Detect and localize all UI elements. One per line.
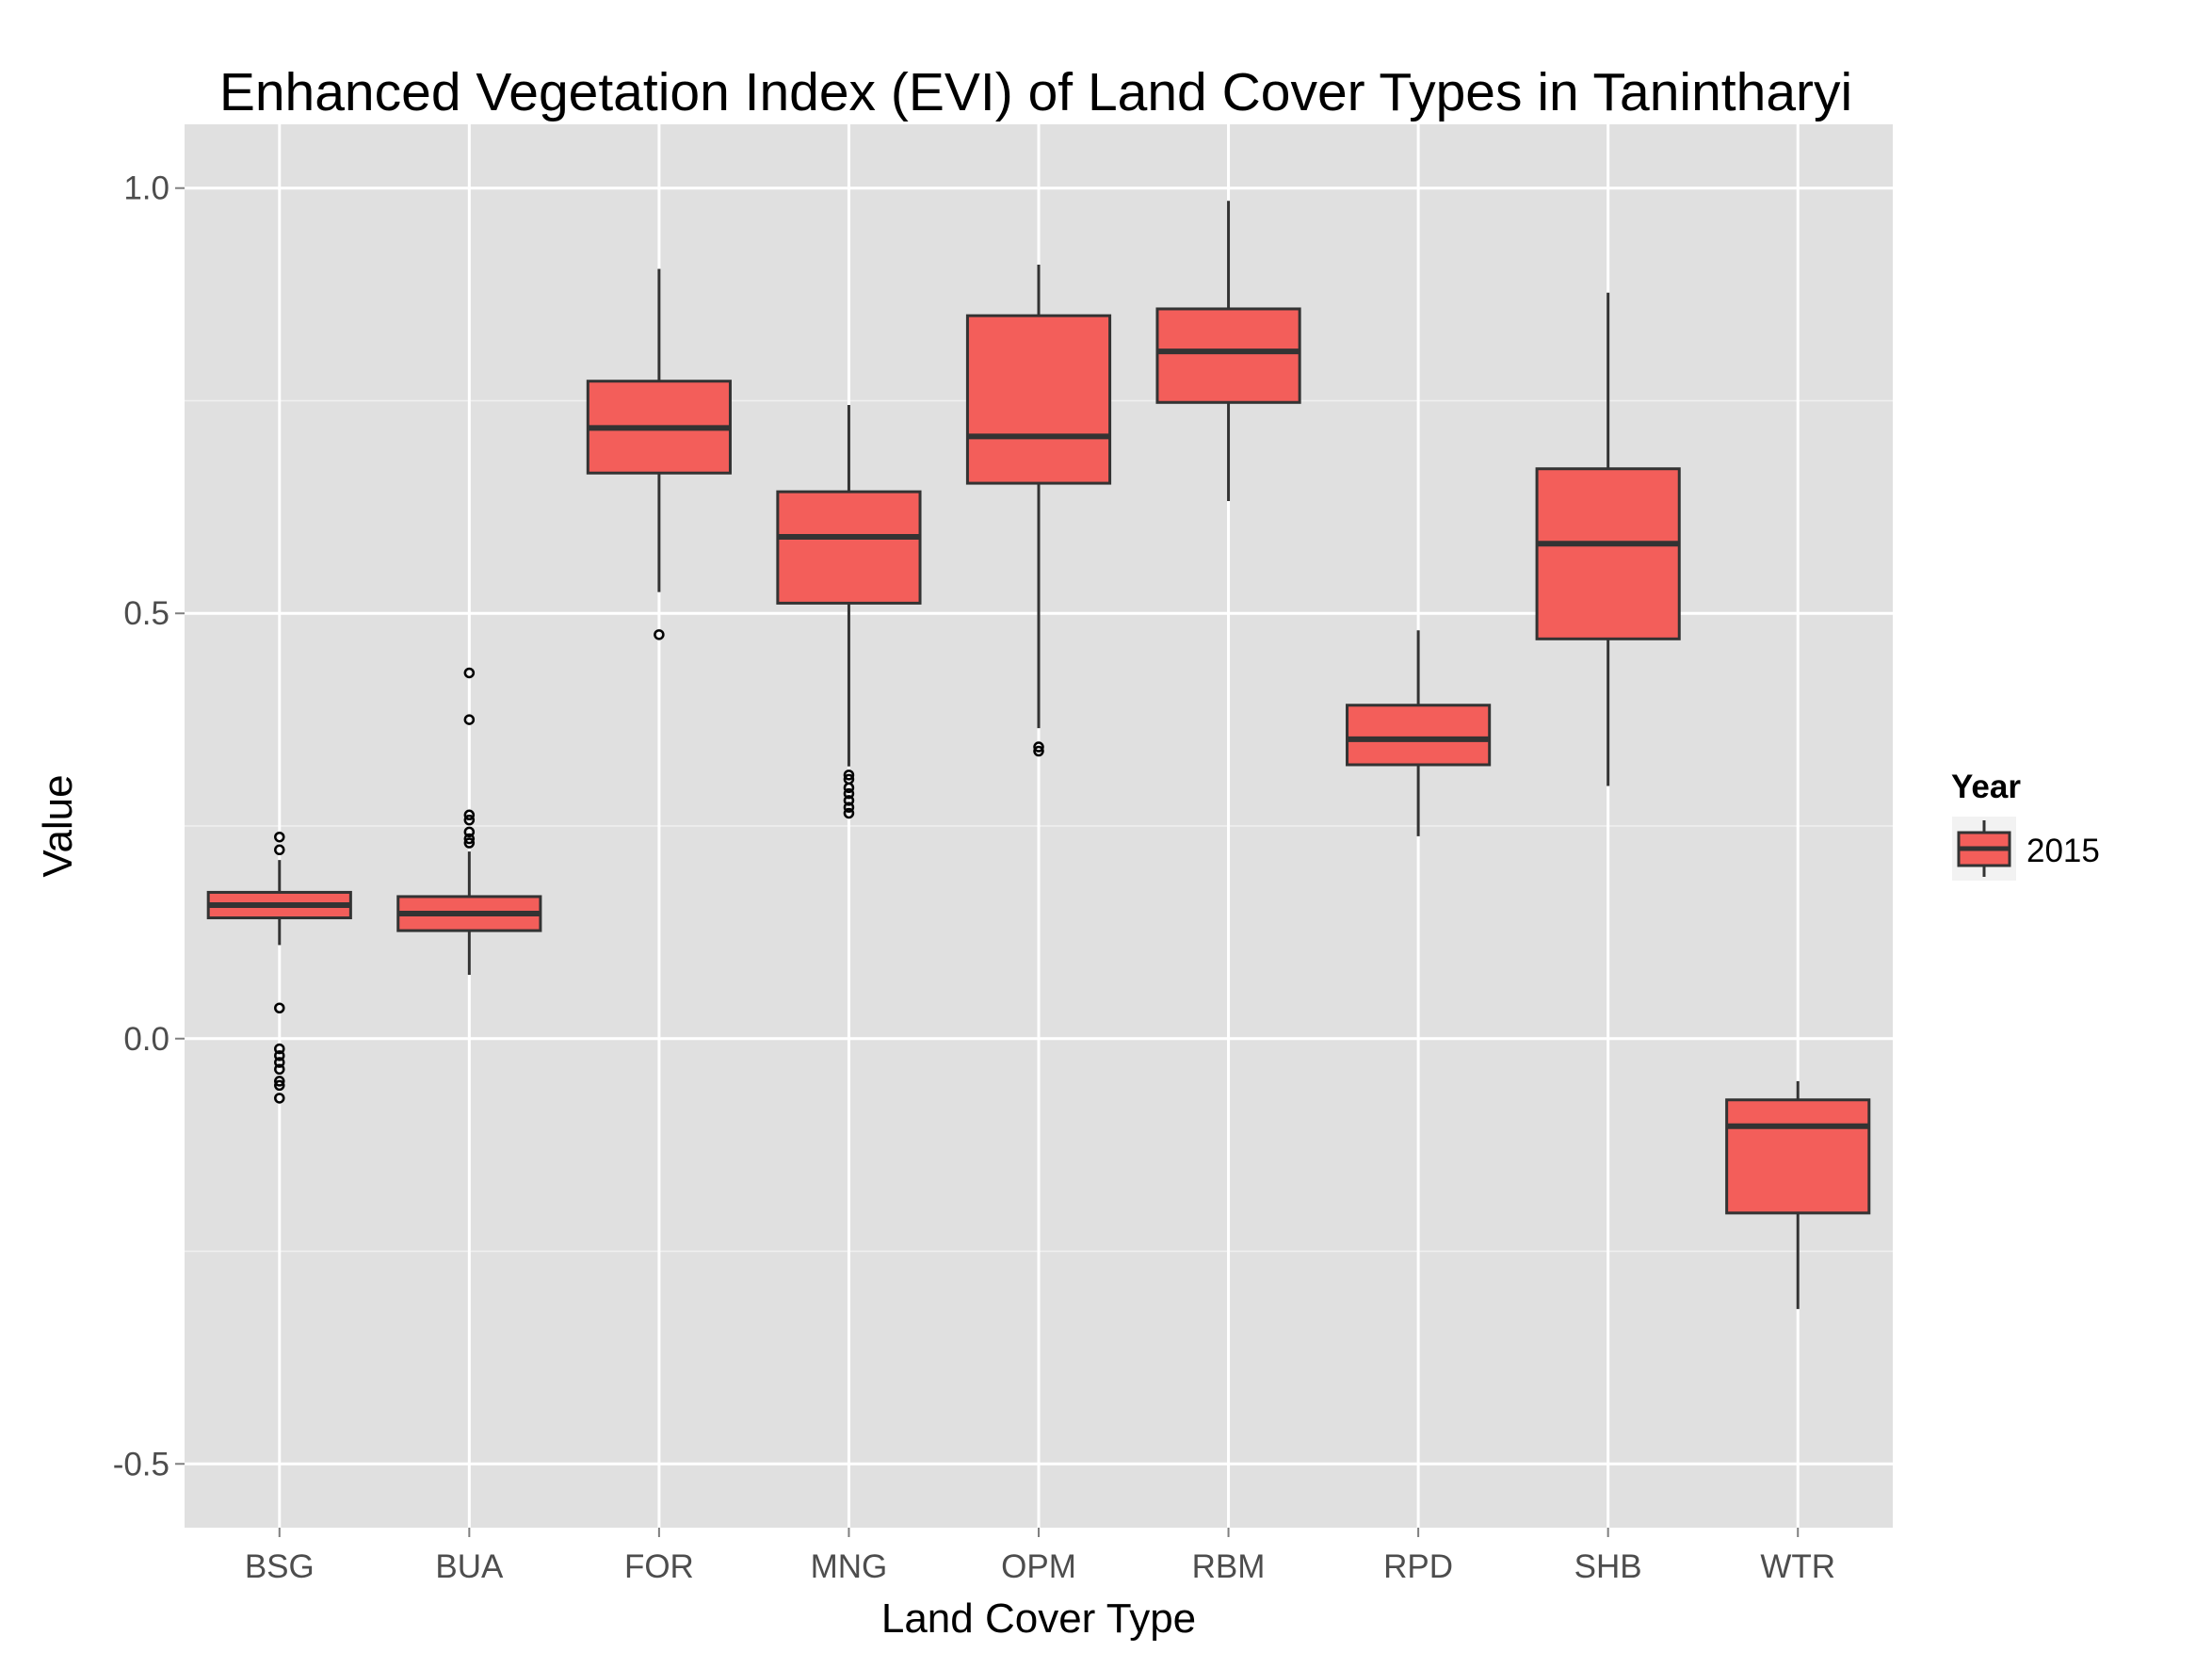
outlier-point [1033, 741, 1044, 753]
y-tick-label: 1.0 [123, 170, 170, 207]
box-opm [965, 265, 1112, 757]
outlier-point [274, 1093, 285, 1104]
x-tick-label: OPM [1001, 1548, 1076, 1585]
box-mng [776, 405, 922, 819]
box-rbm [1155, 201, 1301, 502]
box-for [586, 268, 732, 640]
outlier-point [843, 769, 855, 781]
iqr-box [1725, 1098, 1871, 1215]
outlier-point [274, 1076, 285, 1087]
x-tick-label: WTR [1760, 1548, 1835, 1585]
x-tick-label: RPD [1383, 1548, 1453, 1585]
outlier-point [274, 844, 285, 856]
outlier-point [463, 826, 476, 838]
box-shb [1535, 292, 1681, 786]
y-tick-label: 0.5 [123, 595, 170, 632]
iqr-box [1155, 307, 1301, 404]
outlier-point [274, 1043, 285, 1055]
outlier-point [463, 714, 476, 725]
outlier-point [274, 1079, 285, 1092]
outlier-point [654, 629, 665, 640]
x-tick-label: SHB [1574, 1548, 1642, 1585]
outlier-point [463, 809, 476, 821]
outlier-point [463, 667, 476, 679]
iqr-box [1346, 704, 1492, 767]
box-rpd [1346, 630, 1492, 836]
outlier-point [274, 831, 285, 843]
iqr-box [1535, 467, 1681, 640]
outlier-point [843, 807, 855, 819]
x-tick-label: RBM [1192, 1548, 1266, 1585]
x-tick-label: MNG [811, 1548, 888, 1585]
y-axis-ticks: -0.5 0.0 0.5 1.0 [113, 170, 185, 1482]
iqr-box [965, 314, 1112, 485]
outlier-point [843, 782, 855, 794]
chart-title: Enhanced Vegetation Index (EVI) of Land … [219, 62, 1852, 122]
outlier-point [843, 802, 855, 813]
x-tick-label: FOR [624, 1548, 694, 1585]
legend-title: Year [1951, 769, 2021, 805]
box-wtr [1725, 1080, 1871, 1309]
legend-label-2015: 2015 [2026, 833, 2100, 869]
y-tick-label: 0.0 [123, 1021, 170, 1058]
x-tick-label: BSG [245, 1548, 315, 1585]
y-tick-label: -0.5 [113, 1446, 170, 1482]
outlier-point [843, 795, 855, 806]
boxes-layer [206, 201, 1871, 1309]
x-axis-title: Land Cover Type [881, 1595, 1196, 1642]
legend: Year 2015 [1951, 769, 2100, 881]
x-tick-label: BUA [435, 1548, 504, 1585]
outlier-point [274, 1050, 285, 1061]
outlier-point [463, 837, 476, 849]
iqr-box [776, 490, 922, 605]
outlier-point [463, 833, 476, 845]
x-axis-ticks: BSG BUA FOR MNG OPM RBM RPD SHB WTR [245, 1528, 1835, 1585]
outlier-point [843, 787, 855, 800]
outlier-point [274, 1063, 285, 1076]
outlier-point [274, 1002, 285, 1013]
y-axis-title: Value [35, 774, 81, 877]
outlier-point [1033, 745, 1044, 757]
outlier-point [463, 814, 476, 826]
box-bsg [206, 831, 352, 1104]
outlier-point [274, 1057, 285, 1068]
box-bua [396, 667, 542, 976]
